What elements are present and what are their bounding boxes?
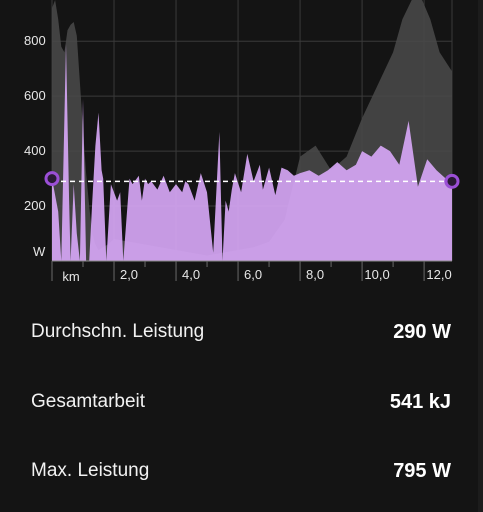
x-tick-label: 8,0 xyxy=(306,267,324,282)
right-edge-strip xyxy=(478,0,483,512)
y-tick-label: 200 xyxy=(24,198,46,213)
x-tick-label: 4,0 xyxy=(182,267,200,282)
max-power-value: 795 W xyxy=(393,459,451,482)
start-marker xyxy=(44,171,60,187)
chart-axes: 200 400 600 800 W 2,0 4,0 6,0 8,0 10,0 12,0 km xyxy=(24,33,452,284)
max-power-label: Max. Leistung xyxy=(31,460,150,481)
x-tick-label: 10,0 xyxy=(364,267,389,282)
avg-power-label: Durchschn. Leistung xyxy=(31,321,205,342)
power-area xyxy=(52,44,452,261)
total-work-label: Gesamtarbeit xyxy=(31,391,146,412)
stat-row-total-work: Gesamtarbeit 541 kJ xyxy=(31,382,451,422)
x-tick-label: 12,0 xyxy=(426,267,451,282)
y-axis-label: W xyxy=(33,244,46,259)
y-tick-label: 800 xyxy=(24,33,46,48)
x-tick-label: 2,0 xyxy=(120,267,138,282)
x-axis-label: km xyxy=(62,269,79,284)
power-chart[interactable]: 200 400 600 800 W 2,0 4,0 6,0 8,0 10,0 12,0 km xyxy=(0,0,483,290)
stat-row-max-power: Max. Leistung 795 W xyxy=(31,451,451,491)
total-work-value: 541 kJ xyxy=(389,390,451,413)
chart-areas xyxy=(52,0,452,261)
y-tick-label: 600 xyxy=(24,88,46,103)
average-line-group xyxy=(44,171,460,189)
y-tick-label: 400 xyxy=(24,143,46,158)
avg-power-value: 290 W xyxy=(393,320,451,343)
x-tick-label: 6,0 xyxy=(244,267,262,282)
stat-row-avg-power: Durchschn. Leistung 290 W xyxy=(31,312,451,352)
end-marker xyxy=(444,173,460,189)
